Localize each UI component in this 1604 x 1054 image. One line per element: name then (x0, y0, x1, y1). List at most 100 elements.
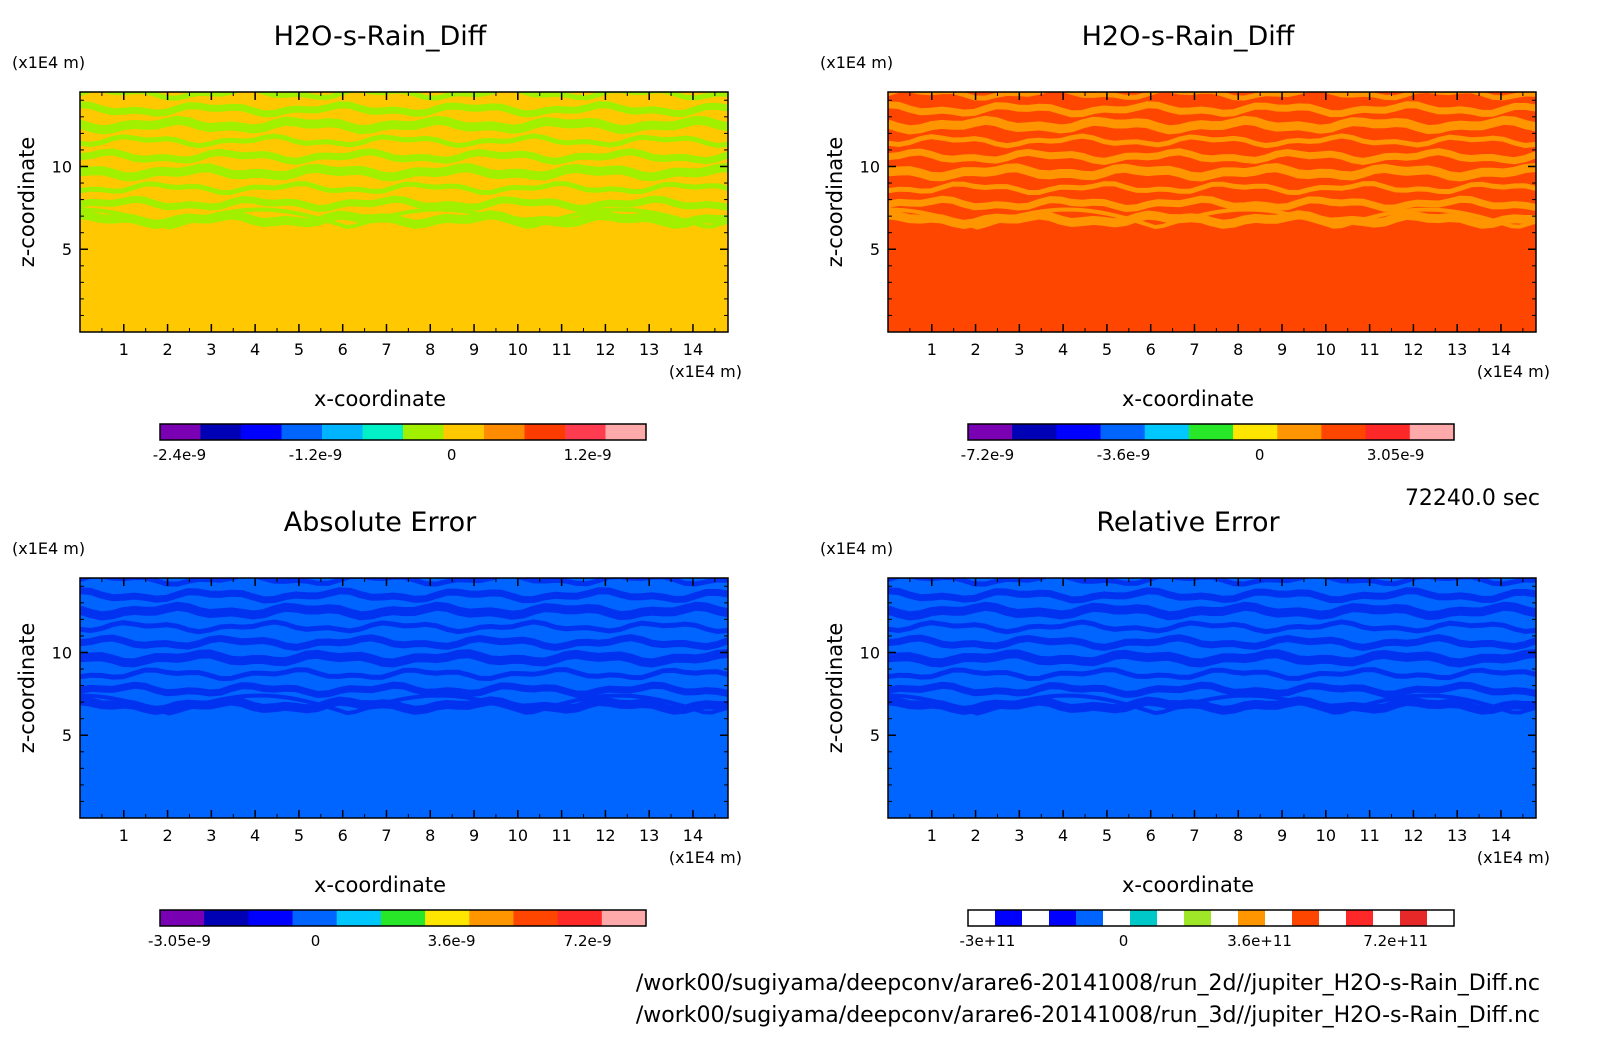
colorbar-swatch (160, 424, 201, 440)
colorbar: -7.2e-9 -3.6e-9 0 3.05e-9 (961, 423, 1455, 464)
x-tick-label: 7 (1189, 826, 1199, 845)
colorbar-label: -3.05e-9 (148, 932, 211, 950)
x-tick-label: 10 (1316, 340, 1336, 359)
colorbar-swatch (403, 424, 444, 440)
colorbar-label: -7.2e-9 (961, 446, 1014, 464)
x-tick-label: 1 (927, 340, 937, 359)
x-axis-label: x-coordinate (1122, 873, 1254, 897)
colorbar-swatch (1409, 424, 1455, 440)
x-unit-label: (x1E4 m) (669, 362, 742, 381)
field-band (888, 210, 1536, 229)
plot-frame (887, 577, 1537, 819)
colorbar-swatch (513, 910, 559, 926)
y-tick-label: 10 (52, 643, 72, 662)
x-tick-label: 2 (970, 340, 980, 359)
colorbar-swatch (1188, 424, 1234, 440)
plot-frame (887, 91, 1537, 333)
x-unit-label: (x1E4 m) (1477, 848, 1550, 867)
colorbar-swatch (601, 910, 647, 926)
x-tick-label: 2 (970, 826, 980, 845)
field-band (888, 578, 1536, 587)
x-tick-label: 7 (381, 340, 391, 359)
colorbar-swatch (322, 424, 363, 440)
x-tick-label: 5 (1102, 826, 1112, 845)
field-band (80, 115, 728, 135)
y-unit-label: (x1E4 m) (820, 53, 893, 72)
x-tick-label: 9 (469, 826, 479, 845)
x-tick-label: 6 (338, 826, 348, 845)
colorbar: -3.05e-9 0 3.6e-9 7.2e-9 (148, 909, 647, 950)
field-band (80, 163, 728, 182)
colorbar-frame (159, 423, 647, 441)
y-unit-label: (x1E4 m) (820, 539, 893, 558)
field (80, 578, 728, 818)
x-tick-label: 13 (639, 826, 659, 845)
colorbar-swatch (1012, 424, 1057, 440)
colorbar-swatch (241, 424, 282, 440)
field-band (80, 619, 728, 635)
field-band (888, 148, 1536, 165)
x-tick-label: 1 (119, 826, 129, 845)
field-band (888, 649, 1536, 668)
colorbar-frame (967, 423, 1455, 441)
field-band-boundary (888, 207, 1536, 230)
colorbar-label: 0 (1119, 932, 1129, 950)
x-tick-label: 10 (508, 340, 528, 359)
colorbar: -2.4e-9 -1.2e-9 0 1.2e-9 (153, 423, 647, 464)
x-axis-label: x-coordinate (314, 873, 446, 897)
colorbar-swatch (1100, 424, 1146, 440)
field-band (888, 634, 1536, 651)
colorbar-swatch (1144, 424, 1190, 440)
field-band (888, 115, 1536, 135)
field-band (80, 195, 728, 213)
colorbar-swatch (248, 910, 294, 926)
field-band (888, 696, 1536, 715)
x-unit-label: (x1E4 m) (669, 848, 742, 867)
x-tick-label: 5 (294, 340, 304, 359)
field-bands (888, 92, 1536, 230)
x-unit-label: (x1E4 m) (1477, 362, 1550, 381)
field (888, 92, 1536, 332)
x-tick-label: 14 (1491, 826, 1511, 845)
field-band (80, 601, 728, 621)
x-axis-label: x-coordinate (314, 387, 446, 411)
colorbar-swatch (557, 910, 603, 926)
x-tick-label: 13 (639, 340, 659, 359)
y-axis-label: z-coordinate (15, 137, 39, 268)
x-tick-label: 4 (250, 826, 260, 845)
x-tick-label: 10 (1316, 826, 1336, 845)
y-axis-label: z-coordinate (823, 623, 847, 754)
x-tick-label: 6 (338, 340, 348, 359)
colorbar-swatch (1076, 910, 1104, 926)
colorbar-swatch (565, 424, 606, 440)
colorbar-frame (967, 909, 1455, 927)
x-tick-label: 14 (683, 340, 703, 359)
colorbar-swatch (1292, 910, 1320, 926)
field-band (888, 587, 1536, 604)
colorbar-label: 0 (1255, 446, 1265, 464)
y-tick-label: 5 (870, 726, 880, 745)
chart-title: H2O-s-Rain_Diff (1082, 21, 1296, 52)
colorbar-swatch (1184, 910, 1212, 926)
colorbar-frame (159, 909, 647, 927)
field-band (888, 163, 1536, 182)
colorbar-label: 1.2e-9 (564, 446, 612, 464)
y-tick-label: 10 (860, 643, 880, 662)
colorbar-label: -3e+11 (960, 932, 1016, 950)
x-tick-label: 3 (206, 826, 216, 845)
field-bands (80, 578, 728, 716)
colorbar-label: 3.6e-9 (428, 932, 476, 950)
colorbar-swatch (605, 424, 647, 440)
field-band (80, 210, 728, 229)
time-label: 72240.0 sec (1405, 486, 1540, 511)
x-tick-label: 2 (162, 826, 172, 845)
x-tick-label: 6 (1146, 826, 1156, 845)
colorbar-swatch (1103, 910, 1131, 926)
field-bands (888, 578, 1536, 716)
y-axis-label: z-coordinate (823, 137, 847, 268)
field-band (80, 667, 728, 682)
x-tick-label: 14 (1491, 340, 1511, 359)
colorbar-swatch (968, 424, 1013, 440)
